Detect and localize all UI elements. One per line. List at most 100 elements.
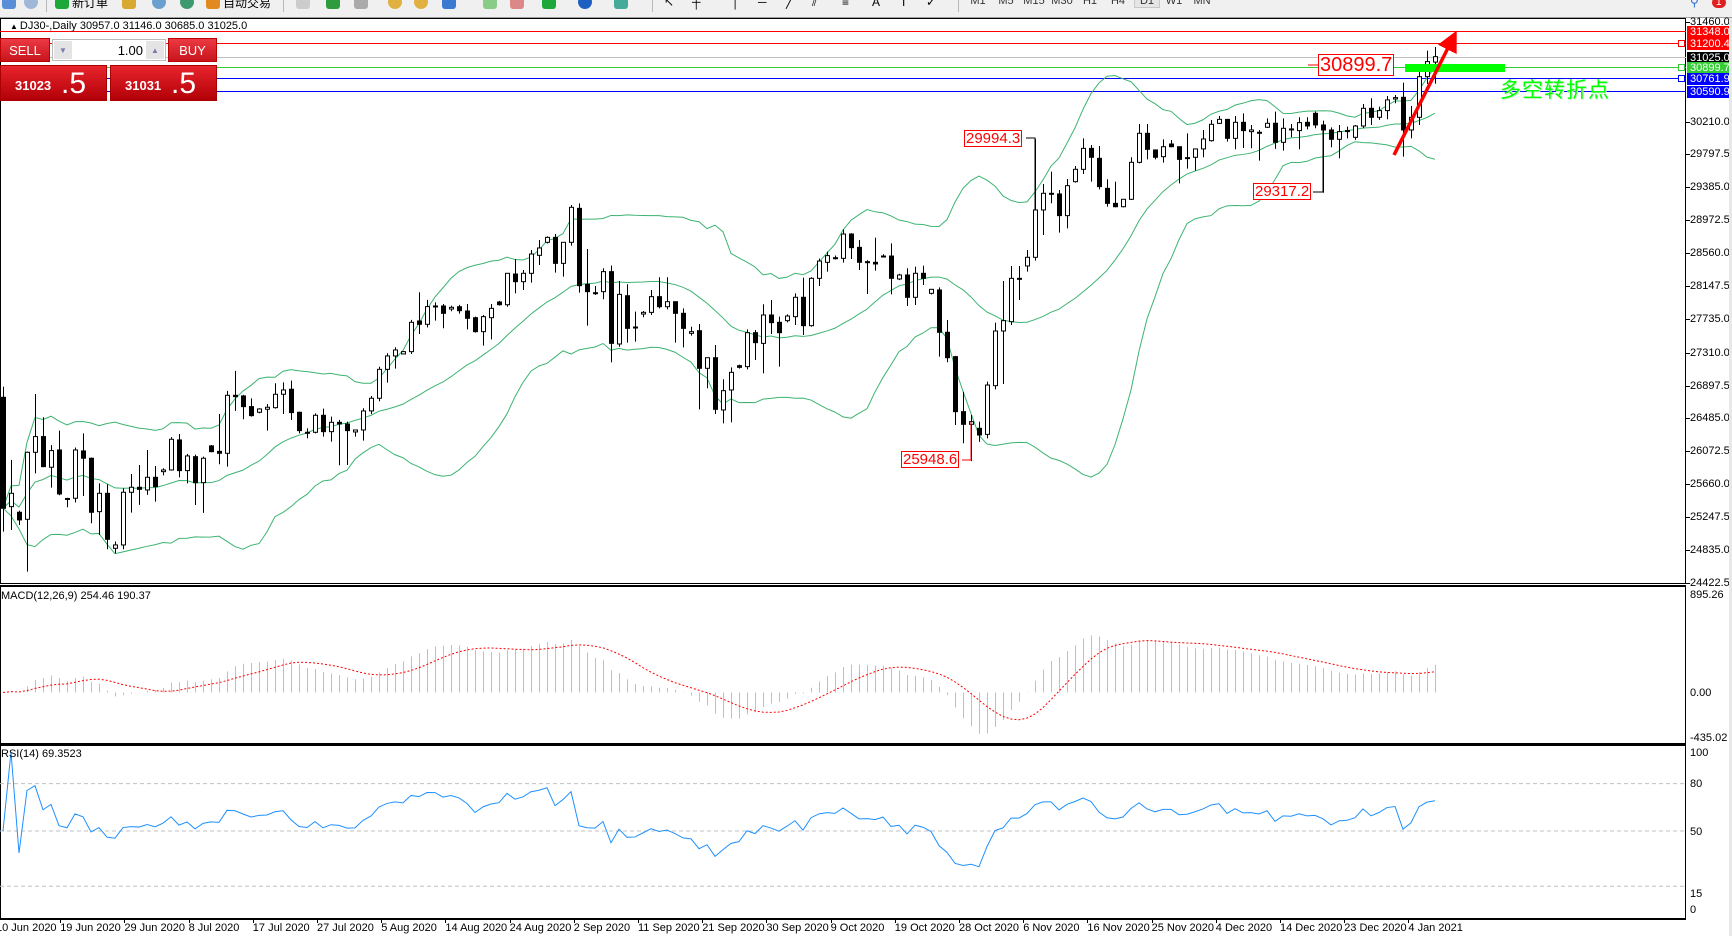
horizontal-line-icon[interactable]: ─ <box>758 0 767 9</box>
equidistant-channel-icon[interactable]: ⫽ <box>812 0 818 9</box>
signal-icon[interactable] <box>180 0 197 11</box>
candle-body <box>417 320 422 325</box>
buy-price-button[interactable]: 31031 .5 <box>110 65 217 101</box>
candle <box>241 394 246 420</box>
candle <box>1073 165 1078 183</box>
candle <box>329 416 334 442</box>
price-axis-label: 30210.0 <box>1690 115 1730 128</box>
candle <box>265 404 270 431</box>
text-icon[interactable]: A <box>872 0 881 9</box>
timeframe-m15[interactable]: M15 <box>1023 0 1045 7</box>
buy-button[interactable]: BUY <box>168 38 217 62</box>
candle <box>577 203 582 293</box>
text-label-icon[interactable]: T <box>900 0 908 9</box>
notifications-button[interactable]: 1 <box>1712 0 1726 11</box>
timeframe-h1[interactable]: H1 <box>1082 0 1098 7</box>
timeframe-mn[interactable]: MN <box>1193 0 1211 7</box>
candle-body <box>393 349 398 357</box>
market-watch-icon[interactable] <box>122 0 139 11</box>
timeframe-m5[interactable]: M5 <box>998 0 1014 7</box>
scrollbar[interactable] <box>1729 18 1732 936</box>
crosshair-icon[interactable]: ┼ <box>692 0 701 9</box>
candle-body <box>1385 99 1390 112</box>
level-handle[interactable] <box>1678 75 1685 82</box>
cursor-icon[interactable]: ↖ <box>664 0 675 9</box>
candle <box>1009 265 1014 326</box>
candle <box>481 314 486 346</box>
vertical-line-icon[interactable]: │ <box>732 0 740 9</box>
bar-chart-icon[interactable] <box>296 0 313 11</box>
date-label: 14 Dec 2020 <box>1280 922 1343 934</box>
candle-body <box>513 273 518 283</box>
level-handle[interactable] <box>1678 40 1685 47</box>
candle-body <box>1105 187 1110 204</box>
candle-body <box>129 486 134 493</box>
toolbar: 新订单 自动交易 ↖ ┼ │ ─ ╱ ⫽ ≡ A T ✓ M1 M5 M15 M30 H… <box>0 0 1732 18</box>
candle <box>465 303 470 330</box>
zoom-icon[interactable] <box>24 0 41 11</box>
line-chart-icon[interactable] <box>354 0 371 11</box>
indicators-icon[interactable] <box>542 0 559 11</box>
toolbar-separator <box>283 0 284 12</box>
timeframe-h4[interactable]: H4 <box>1110 0 1126 7</box>
candle <box>1105 179 1110 207</box>
zoom-in-icon[interactable] <box>388 0 405 11</box>
price-axis-label: 26072.5 <box>1690 445 1730 458</box>
timeframe-d1[interactable]: D1 <box>1134 0 1160 8</box>
candle-body <box>1097 157 1102 188</box>
chart-shift-icon[interactable] <box>483 0 500 11</box>
level-handle[interactable] <box>1678 64 1685 71</box>
candle <box>313 413 318 434</box>
candle-body <box>121 491 126 546</box>
candle <box>153 465 158 502</box>
plus-icon <box>55 0 69 9</box>
macd-axis-zero: 0.00 <box>1690 687 1712 699</box>
new-chart-icon[interactable] <box>2 0 19 11</box>
timeframe-m30[interactable]: M30 <box>1051 0 1073 7</box>
cloud-icon[interactable] <box>152 0 169 11</box>
zoom-out-icon[interactable] <box>414 0 431 11</box>
candle <box>233 370 238 411</box>
candle <box>1401 82 1406 157</box>
search-icon[interactable]: ⚲ <box>1690 0 1699 9</box>
timeframe-w1[interactable]: W1 <box>1165 0 1183 7</box>
candle <box>1169 140 1174 148</box>
candle-body <box>97 492 102 513</box>
high-price-label: 29994.3 <box>964 130 1023 147</box>
candle-body <box>401 351 406 355</box>
candle-chart-icon[interactable] <box>326 0 343 11</box>
templates-icon[interactable] <box>614 0 631 11</box>
price-axis-label: 24422.5 <box>1690 576 1730 589</box>
candle-body <box>945 331 950 359</box>
stop-icon <box>206 0 220 9</box>
sell-button[interactable]: SELL <box>0 38 50 62</box>
arrows-icon[interactable]: ✓ <box>926 0 937 9</box>
fibonacci-icon[interactable]: ≡ <box>842 0 850 9</box>
macd-signal-line <box>2 640 1436 721</box>
auto-trading-button[interactable]: 自动交易 <box>206 0 271 11</box>
new-order-button[interactable]: 新订单 <box>55 0 108 11</box>
candle-body <box>1217 118 1222 124</box>
candle-body <box>737 365 742 368</box>
timeframe-m1[interactable]: M1 <box>970 0 986 7</box>
candle <box>553 234 558 273</box>
sell-price-button[interactable]: 31023 .5 <box>0 65 107 101</box>
tile-windows-icon[interactable] <box>442 0 459 11</box>
trendline-icon[interactable]: ╱ <box>786 0 794 9</box>
candle <box>665 277 670 310</box>
candle <box>97 483 102 535</box>
candle <box>377 366 382 402</box>
periods-icon[interactable] <box>578 0 595 11</box>
decrease-lot-icon[interactable]: ▼ <box>54 41 72 59</box>
price-axis-label: 26485.0 <box>1690 412 1730 425</box>
candle <box>1289 123 1294 138</box>
macd-axis-min: -435.02 <box>1690 732 1728 744</box>
autoscroll-icon[interactable] <box>510 0 527 11</box>
price-axis-label: 31460.0 <box>1690 16 1730 28</box>
candle-body <box>529 253 534 274</box>
lot-input[interactable] <box>73 41 143 59</box>
up-arrow <box>1392 30 1457 156</box>
candle <box>977 421 982 442</box>
increase-lot-icon[interactable]: ▲ <box>146 41 164 59</box>
